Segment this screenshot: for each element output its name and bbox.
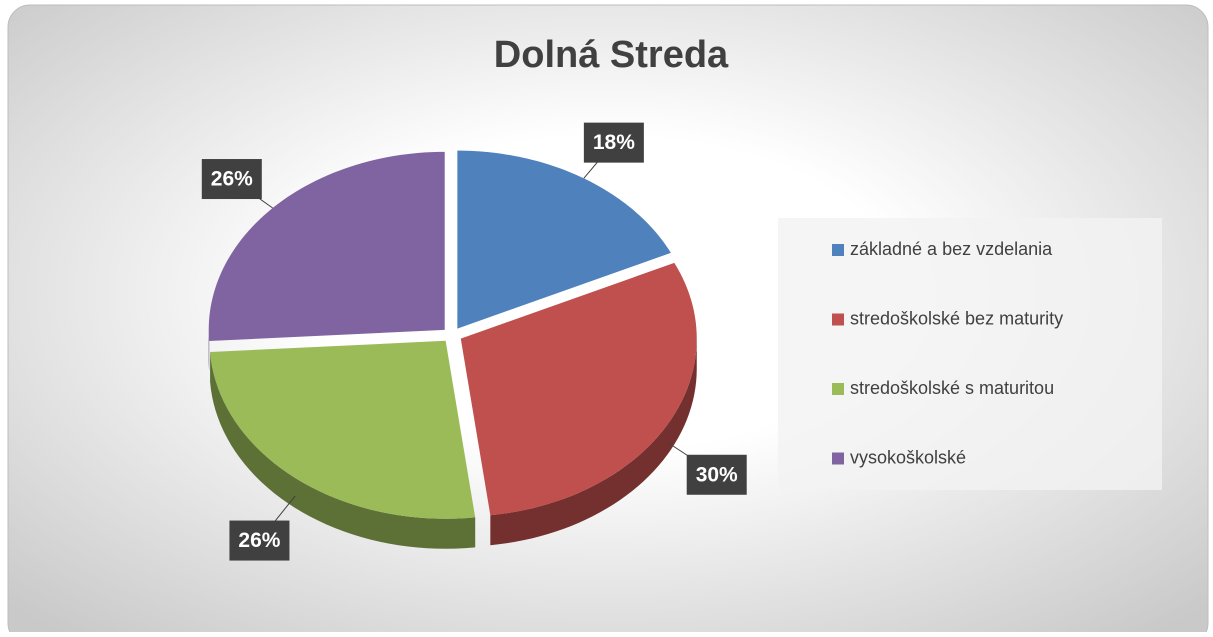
chart-title: Dolná Streda — [494, 34, 729, 76]
legend-label: stredoškolské s maturitou — [850, 378, 1054, 398]
legend-label: vysokoškolské — [850, 447, 966, 467]
legend-label: stredoškolské bez maturity — [850, 308, 1063, 328]
legend-box — [778, 218, 1162, 490]
legend-swatch — [832, 314, 844, 326]
data-label: 26% — [211, 168, 253, 191]
legend-swatch — [832, 383, 844, 395]
legend-swatch — [832, 244, 844, 256]
data-label: 18% — [593, 131, 635, 154]
data-label: 30% — [696, 463, 738, 486]
data-label: 26% — [238, 529, 280, 552]
legend-swatch — [832, 453, 844, 465]
legend-label: základné a bez vzdelania — [850, 239, 1053, 259]
